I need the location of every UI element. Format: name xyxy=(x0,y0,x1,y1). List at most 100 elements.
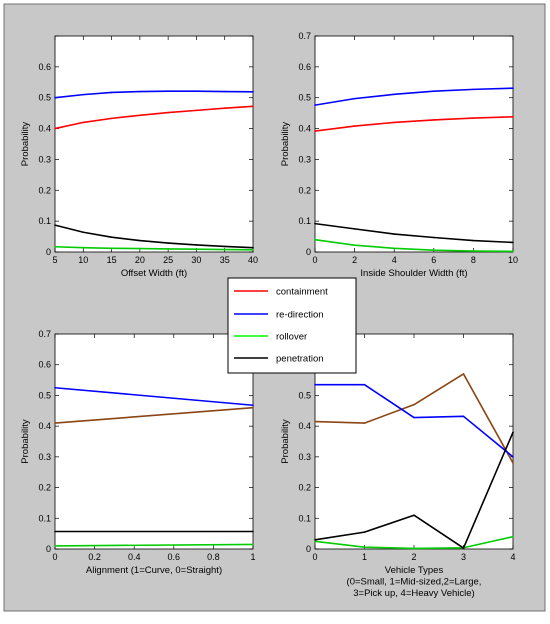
x-axis-label: (0=Small, 1=Mid-sized,2=Large, xyxy=(347,577,482,588)
y-tick-label: 0.3 xyxy=(38,154,51,164)
y-tick-label: 0.7 xyxy=(298,31,311,41)
y-tick-label: 0.4 xyxy=(38,124,51,134)
data-point xyxy=(413,416,415,419)
y-tick-label: 0.4 xyxy=(298,124,311,134)
data-point xyxy=(54,545,56,547)
y-tick-label: 0 xyxy=(306,247,311,257)
data-point xyxy=(252,530,254,533)
data-point xyxy=(167,242,169,244)
legend-label-containment: containment xyxy=(276,287,328,298)
legend-label-rollover: rollover xyxy=(276,332,307,343)
data-point xyxy=(252,91,254,93)
x-tick-label: 0.2 xyxy=(88,552,101,562)
data-point xyxy=(314,238,316,241)
data-point xyxy=(252,246,254,249)
y-tick-label: 0.1 xyxy=(38,216,51,226)
series-line xyxy=(314,222,514,244)
x-tick-label: 3 xyxy=(461,552,466,562)
data-point xyxy=(512,462,514,464)
x-tick-label: 2 xyxy=(411,552,416,562)
y-tick-label: 0 xyxy=(306,544,311,554)
series-line xyxy=(314,87,514,106)
x-tick-label: 0 xyxy=(312,552,317,562)
data-point xyxy=(54,96,56,99)
data-point xyxy=(363,531,366,533)
data-point xyxy=(314,104,316,106)
x-tick-label: 1 xyxy=(250,552,255,562)
series-line xyxy=(54,406,254,424)
data-point xyxy=(433,90,435,93)
y-tick-label: 0.5 xyxy=(298,93,311,103)
data-point xyxy=(110,236,113,238)
legend-box xyxy=(227,277,357,374)
data-point xyxy=(353,97,356,100)
y-tick-label: 0.4 xyxy=(298,421,311,431)
data-point xyxy=(139,114,141,117)
data-point xyxy=(393,93,396,96)
legend-entry: rollover xyxy=(234,332,307,343)
chart-bottom-left: 0 0.1 0.2 0.3 0.4 0.5 0.6 0.7 0 0.2 0.4 0.6 0.8 1 Alig… xyxy=(20,329,256,576)
data-point xyxy=(139,90,141,93)
data-point xyxy=(54,245,56,248)
plot-area xyxy=(54,35,254,253)
y-tick-label: 0 xyxy=(46,544,51,554)
series-line xyxy=(54,224,254,249)
data-point xyxy=(472,250,475,252)
series-line xyxy=(54,90,254,99)
y-tick-label: 0.2 xyxy=(38,483,51,493)
x-tick-label: 1 xyxy=(362,552,367,562)
y-axis-label: Probability xyxy=(280,419,291,464)
y-tick-label: 0.6 xyxy=(38,62,51,72)
data-point xyxy=(110,117,113,120)
data-point xyxy=(512,116,514,118)
data-point xyxy=(363,422,366,424)
data-point xyxy=(54,127,56,130)
x-tick-label: 0.6 xyxy=(168,552,181,562)
data-point xyxy=(252,404,254,407)
data-point xyxy=(252,543,254,546)
data-point xyxy=(413,547,415,550)
plot-area xyxy=(54,333,254,550)
data-point xyxy=(110,91,113,94)
y-tick-label: 0.5 xyxy=(298,390,311,400)
data-point xyxy=(195,248,198,251)
y-tick-label: 0 xyxy=(46,247,51,257)
data-point xyxy=(314,540,316,543)
data-point xyxy=(82,93,85,96)
x-tick-label: 10 xyxy=(508,255,518,265)
data-point xyxy=(195,109,198,112)
legend-entry: containment xyxy=(234,287,328,298)
data-point xyxy=(433,119,435,121)
x-tick-label: 0.4 xyxy=(128,552,141,562)
x-tick-label: 4 xyxy=(392,255,397,265)
series-line xyxy=(54,245,254,251)
x-tick-label: 40 xyxy=(248,255,258,265)
data-point xyxy=(512,431,514,434)
y-tick-label: 0.4 xyxy=(38,421,51,431)
y-tick-label: 0.2 xyxy=(38,185,51,195)
data-point xyxy=(462,547,465,549)
x-tick-label: 0.8 xyxy=(207,552,220,562)
x-tick-label: 0 xyxy=(312,255,317,265)
x-tick-label: 8 xyxy=(471,255,476,265)
data-point xyxy=(252,249,254,251)
data-point xyxy=(353,228,356,230)
legend-label-penetration: penetration xyxy=(276,354,324,365)
x-tick-label: 35 xyxy=(220,255,230,265)
data-point xyxy=(353,244,356,247)
x-axis-label: Vehicle Types xyxy=(385,565,444,576)
data-point xyxy=(512,535,514,538)
x-tick-label: 30 xyxy=(191,255,201,265)
data-point xyxy=(462,415,465,418)
x-tick-label: 4 xyxy=(510,552,515,562)
data-point xyxy=(223,248,226,251)
data-point xyxy=(110,247,113,250)
y-tick-label: 0.2 xyxy=(298,185,311,195)
x-tick-label: 15 xyxy=(107,255,117,265)
y-axis-label: Probability xyxy=(20,419,31,464)
data-point xyxy=(512,241,514,244)
data-point xyxy=(54,224,56,226)
data-point xyxy=(223,245,226,248)
x-axis-label: Offset Width (ft) xyxy=(121,268,187,279)
data-point xyxy=(512,87,514,89)
